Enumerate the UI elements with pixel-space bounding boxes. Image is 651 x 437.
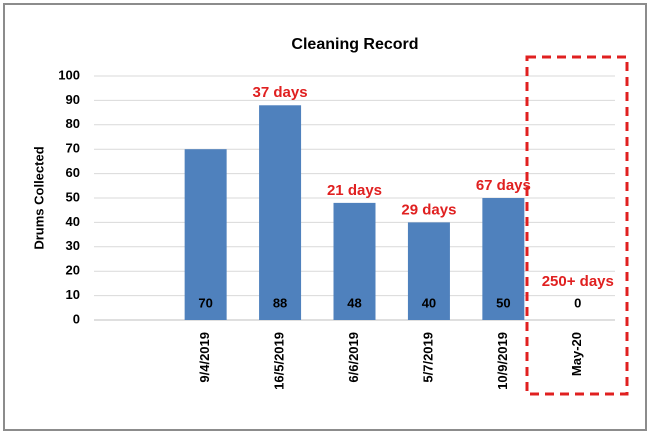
y-tick-label: 0 (73, 311, 80, 326)
chart-title: Cleaning Record (291, 36, 418, 53)
frame (3, 3, 647, 431)
y-tick-label: 70 (66, 141, 80, 156)
x-tick-label: 5/7/2019 (420, 332, 435, 383)
value-label: 50 (496, 295, 510, 310)
gap-label: 21 days (327, 182, 382, 199)
y-tick-label: 40 (66, 214, 80, 229)
y-tick-label: 90 (66, 92, 80, 107)
value-label: 70 (198, 295, 212, 310)
y-tick-label: 80 (66, 116, 80, 131)
x-tick-label: 16/5/2019 (272, 332, 287, 390)
bar (407, 222, 450, 320)
x-tick-label: 9/4/2019 (197, 332, 212, 383)
value-label: 40 (422, 295, 436, 310)
gap-label: 67 days (476, 177, 531, 194)
y-tick-label: 100 (58, 67, 80, 82)
value-label: 48 (347, 295, 361, 310)
value-label: 0 (574, 295, 581, 310)
highlight-box (525, 55, 629, 396)
y-tick-label: 10 (66, 287, 80, 302)
value-label: 88 (273, 295, 287, 310)
bar (482, 198, 525, 320)
y-tick-label: 30 (66, 238, 80, 253)
bar (184, 149, 227, 320)
x-tick-label: 6/6/2019 (346, 332, 361, 383)
gap-label: 250+ days (542, 273, 614, 290)
y-axis-label: Drums Collected (31, 146, 46, 249)
y-tick-label: 60 (66, 165, 80, 180)
y-tick-label: 50 (66, 189, 80, 204)
plot: 0 10 20 30 40 50 60 70 80 90 100 9/4/2019 70 16/5/201… (58, 67, 615, 390)
gap-label: 29 days (401, 201, 456, 218)
bar (259, 105, 302, 320)
x-tick-label: 10/9/2019 (495, 332, 510, 390)
x-tick-label: May-20 (569, 332, 584, 376)
y-tick-label: 20 (66, 263, 80, 278)
gap-label: 37 days (253, 84, 308, 101)
bar (333, 202, 376, 320)
